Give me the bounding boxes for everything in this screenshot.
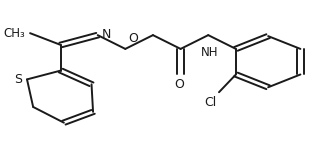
Text: CH₃: CH₃ bbox=[4, 27, 25, 40]
Text: N: N bbox=[102, 28, 111, 41]
Text: S: S bbox=[14, 73, 22, 86]
Text: O: O bbox=[174, 78, 184, 91]
Text: O: O bbox=[128, 32, 138, 45]
Text: Cl: Cl bbox=[204, 96, 217, 109]
Text: NH: NH bbox=[201, 46, 218, 59]
